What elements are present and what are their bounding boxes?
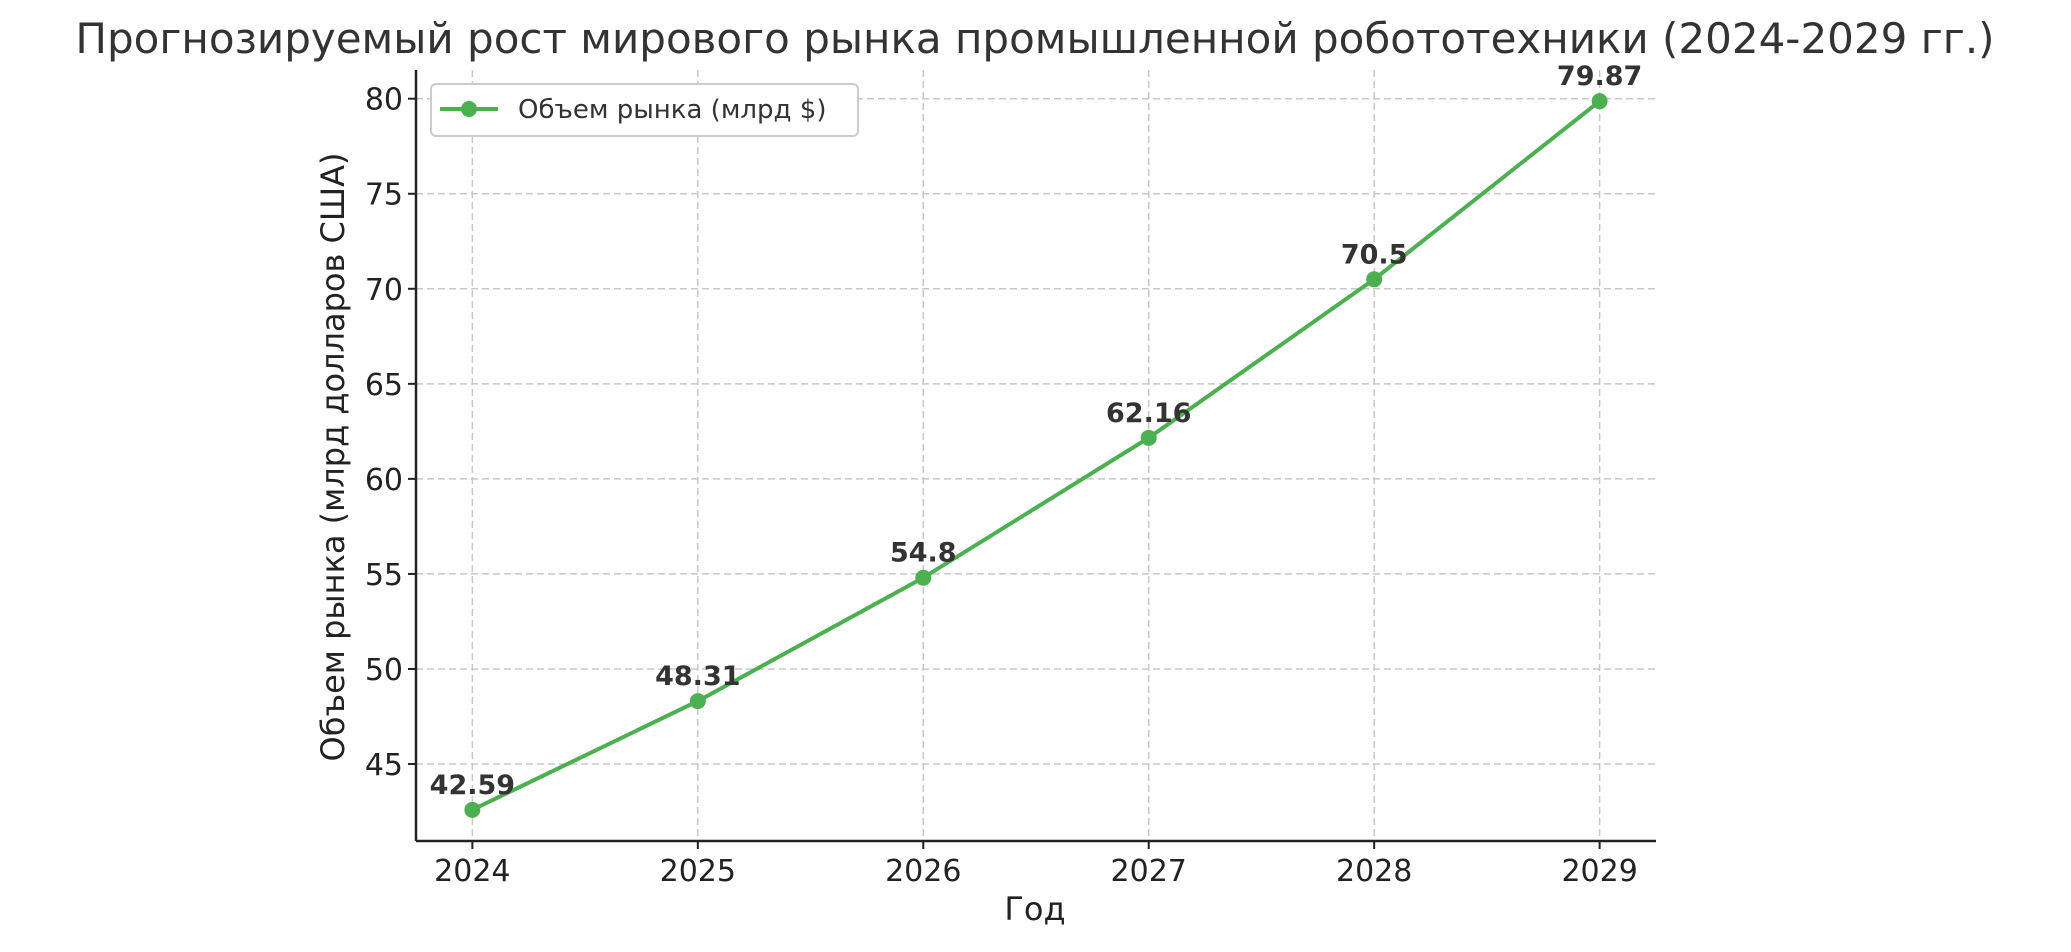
legend-series-label: Объем рынка (млрд $)	[518, 95, 826, 125]
x-axis-title: Год	[1004, 890, 1065, 928]
grid	[416, 70, 1656, 841]
legend-box	[430, 83, 859, 137]
x-tick-label: 2028	[1336, 854, 1412, 889]
y-tick-label: 65	[365, 368, 403, 403]
series-layer	[464, 93, 1608, 818]
chart-title: Прогнозируемый рост мирового рынка промы…	[75, 14, 1994, 63]
x-tick-label: 2027	[1111, 854, 1187, 889]
data-label: 79.87	[1557, 61, 1642, 92]
axes: 2024 2025 2026 2027 2028 2029 45 50 55 60 65 70 75 80	[365, 70, 1656, 889]
legend: Объем рынка (млрд $)	[430, 83, 859, 137]
x-tick-label: 2026	[885, 854, 961, 889]
data-point	[689, 693, 706, 710]
x-tick-label: 2029	[1561, 854, 1637, 889]
data-point	[1140, 429, 1157, 446]
x-tick-label: 2025	[660, 854, 736, 889]
y-tick-label: 75	[365, 178, 403, 213]
series-line	[471, 99, 1601, 812]
data-point	[464, 801, 481, 818]
data-label: 62.16	[1106, 398, 1191, 429]
data-point	[1366, 271, 1383, 288]
y-axis-title: Объем рынка (млрд долларов США)	[314, 153, 352, 762]
legend-marker-icon	[461, 101, 477, 117]
y-tick-label: 55	[365, 558, 403, 593]
data-point	[1591, 93, 1608, 110]
data-label: 54.8	[890, 538, 957, 569]
y-tick-label: 80	[365, 83, 403, 118]
data-label: 42.59	[430, 770, 515, 801]
data-point	[915, 569, 932, 586]
data-label: 48.31	[655, 661, 740, 692]
y-tick-label: 45	[365, 748, 403, 783]
y-tick-label: 60	[365, 463, 403, 498]
data-label: 70.5	[1341, 239, 1408, 270]
y-tick-label: 50	[365, 653, 403, 688]
data-labels: 42.59 48.31 54.8 62.16 70.5 79.87	[430, 61, 1643, 801]
x-tick-label: 2024	[434, 854, 510, 889]
y-tick-label: 70	[365, 273, 403, 308]
